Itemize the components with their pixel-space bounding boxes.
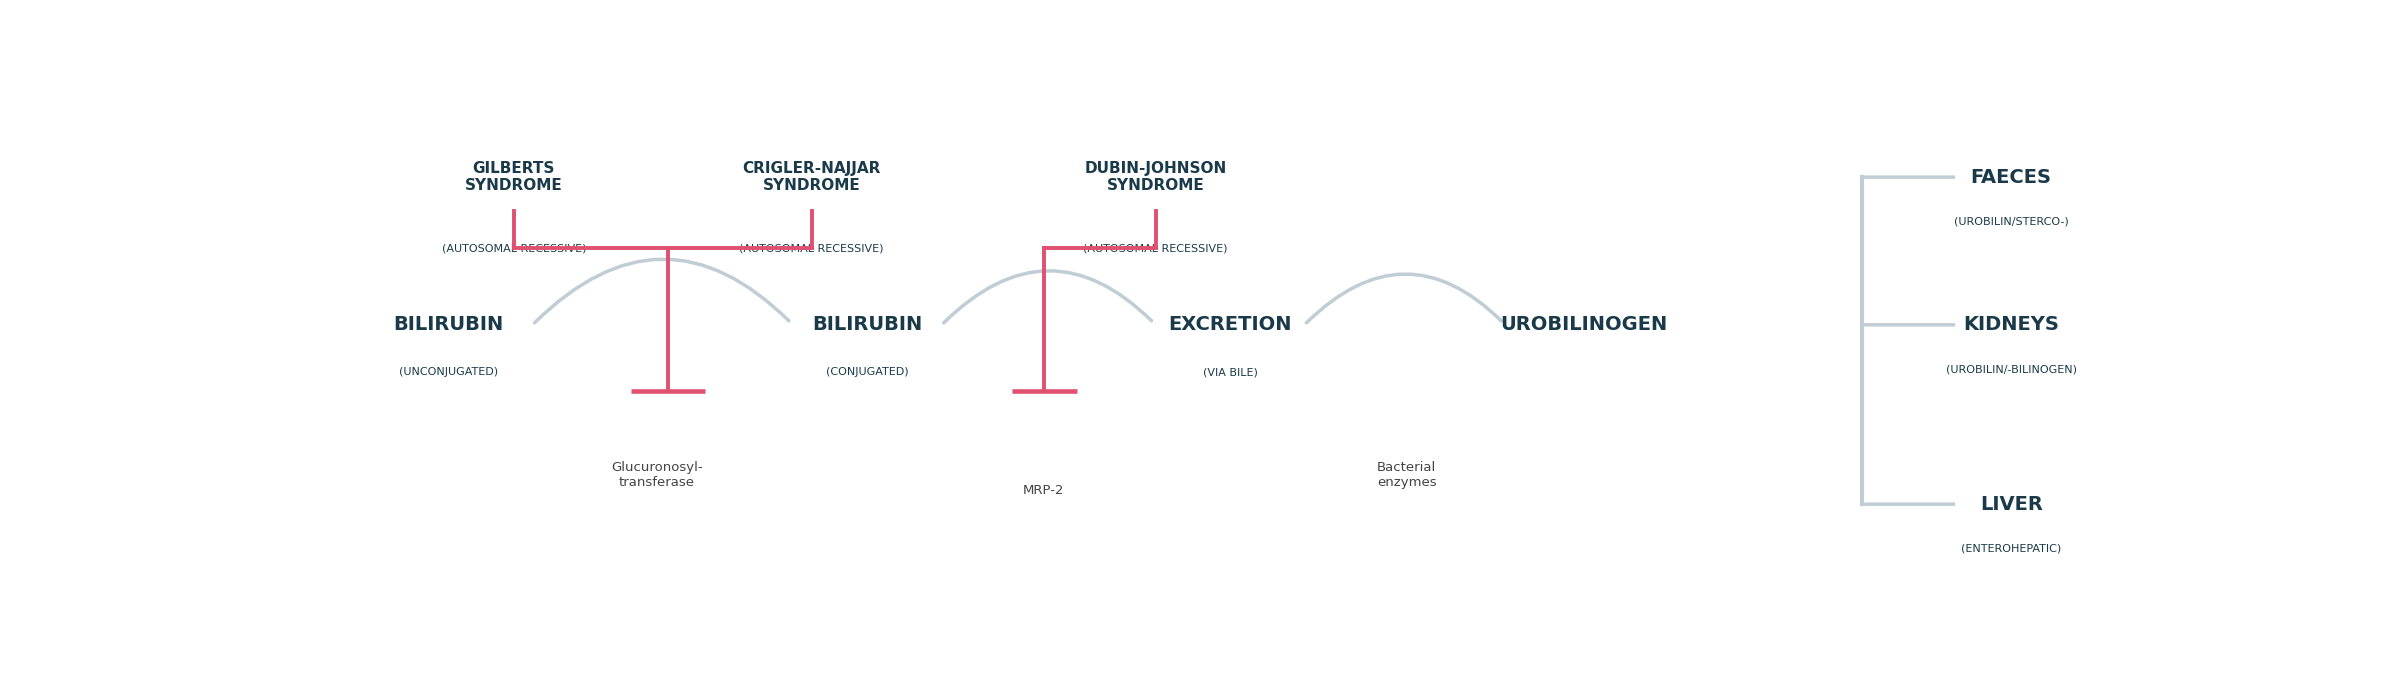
Text: CRIGLER-NAJJAR
SYNDROME: CRIGLER-NAJJAR SYNDROME xyxy=(742,161,881,193)
Text: BILIRUBIN: BILIRUBIN xyxy=(394,315,504,334)
Text: (AUTOSOMAL RECESSIVE): (AUTOSOMAL RECESSIVE) xyxy=(442,243,586,253)
FancyArrowPatch shape xyxy=(1306,274,1500,323)
Text: (ENTEROHEPATIC): (ENTEROHEPATIC) xyxy=(1961,544,2062,554)
FancyArrowPatch shape xyxy=(535,259,790,323)
Text: (AUTOSOMAL RECESSIVE): (AUTOSOMAL RECESSIVE) xyxy=(739,243,883,253)
Text: Bacterial
enzymes: Bacterial enzymes xyxy=(1378,461,1438,489)
Text: (UNCONJUGATED): (UNCONJUGATED) xyxy=(398,367,499,377)
Text: EXCRETION: EXCRETION xyxy=(1169,315,1291,334)
Text: Glucuronosyl-
transferase: Glucuronosyl- transferase xyxy=(612,461,703,489)
Text: KIDNEYS: KIDNEYS xyxy=(1963,315,2059,334)
Text: (UROBILIN/-BILINOGEN): (UROBILIN/-BILINOGEN) xyxy=(1946,364,2076,375)
Text: LIVER: LIVER xyxy=(1980,495,2042,514)
FancyArrowPatch shape xyxy=(943,271,1152,323)
Text: DUBIN-JOHNSON
SYNDROME: DUBIN-JOHNSON SYNDROME xyxy=(1085,161,1226,193)
Text: (UROBILIN/STERCO-): (UROBILIN/STERCO-) xyxy=(1954,217,2069,227)
Text: (VIA BILE): (VIA BILE) xyxy=(1202,367,1258,377)
Text: GILBERTS
SYNDROME: GILBERTS SYNDROME xyxy=(466,161,562,193)
Text: MRP-2: MRP-2 xyxy=(1022,484,1066,497)
Text: FAECES: FAECES xyxy=(1970,168,2052,186)
Text: (AUTOSOMAL RECESSIVE): (AUTOSOMAL RECESSIVE) xyxy=(1082,243,1229,253)
Text: (CONJUGATED): (CONJUGATED) xyxy=(826,367,910,377)
Text: UROBILINOGEN: UROBILINOGEN xyxy=(1500,315,1668,334)
Text: BILIRUBIN: BILIRUBIN xyxy=(811,315,922,334)
